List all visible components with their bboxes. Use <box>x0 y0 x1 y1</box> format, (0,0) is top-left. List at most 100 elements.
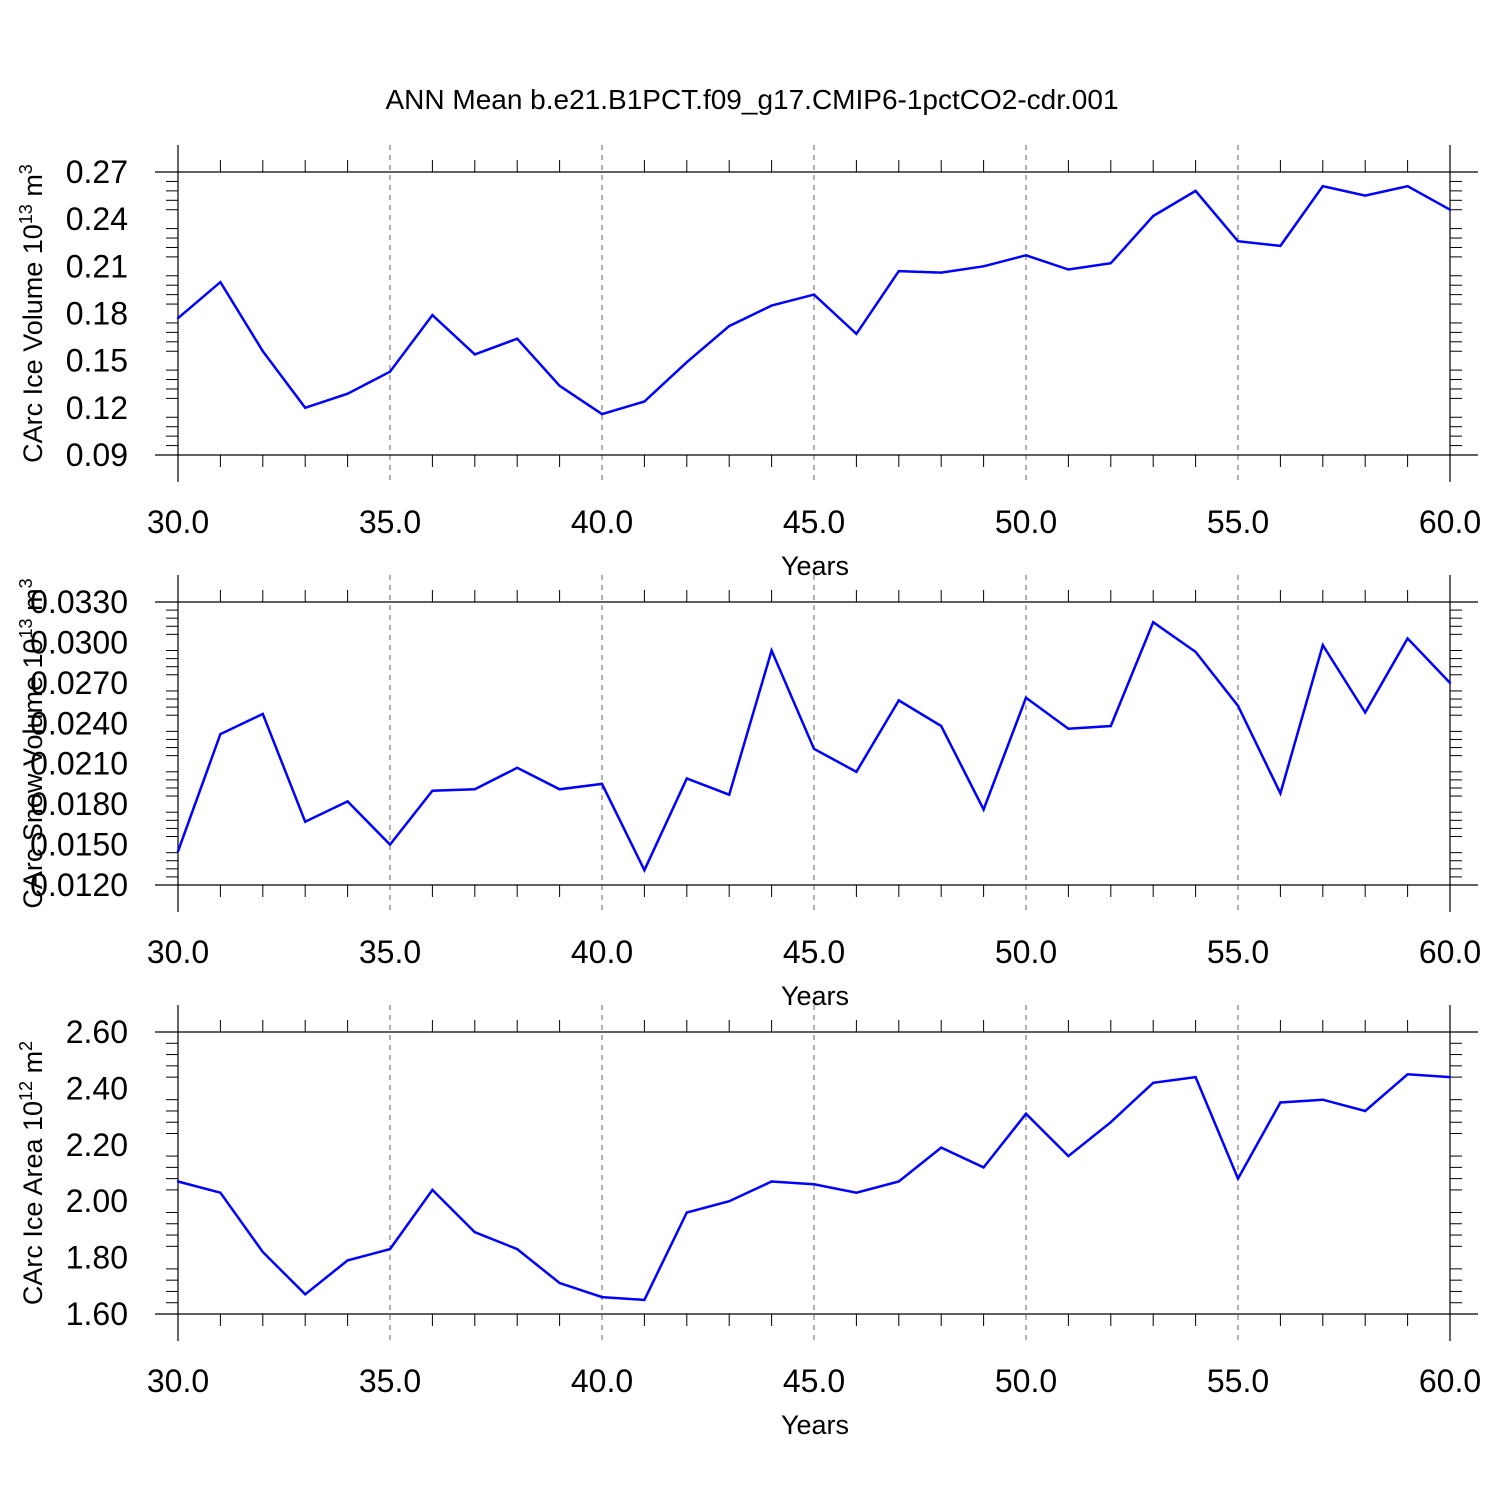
x-axis-title: Years <box>781 981 849 1011</box>
x-tick-label: 45.0 <box>783 934 845 970</box>
data-point <box>261 350 264 353</box>
y-tick-label: 0.15 <box>66 343 128 379</box>
y-tick-label: 2.20 <box>66 1127 128 1163</box>
data-point <box>1448 681 1452 685</box>
x-tick-label: 30.0 <box>147 934 209 970</box>
data-point <box>982 808 985 811</box>
data-point <box>770 304 773 307</box>
data-point <box>516 337 519 340</box>
data-point <box>219 280 222 284</box>
data-point <box>855 770 858 773</box>
x-tick-label: 50.0 <box>995 504 1057 540</box>
data-point <box>1236 704 1240 707</box>
data-point <box>304 406 307 409</box>
y-axis-title: CArc Ice Area 1012 m2 <box>16 1041 48 1305</box>
x-tick-label: 40.0 <box>571 1363 633 1399</box>
data-point <box>431 1188 434 1192</box>
data-point <box>600 782 604 786</box>
data-point <box>473 1231 476 1234</box>
data-point <box>1279 1101 1282 1104</box>
data-point <box>770 649 773 652</box>
y-tick-label: 0.0210 <box>30 746 128 782</box>
data-point <box>1067 1154 1070 1158</box>
data-point <box>1152 1081 1155 1085</box>
y-tick-label: 0.0240 <box>30 705 128 741</box>
y-tick-label: 0.18 <box>66 296 128 332</box>
data-point <box>855 332 858 336</box>
y-tick-label: 0.0300 <box>30 624 128 660</box>
panel-1: 30.0 35.0 40.0 45.0 50.0 55.0 60.0 0.09 0.12 0.15… <box>16 145 1481 581</box>
data-point <box>982 265 985 268</box>
x-tick-label: 40.0 <box>571 504 633 540</box>
y-tick-label: 0.09 <box>66 437 128 473</box>
data-point <box>388 370 392 373</box>
data-point <box>1236 240 1240 243</box>
panels: 30.0 35.0 40.0 45.0 50.0 55.0 60.0 0.09 0.12 0.15… <box>16 145 1481 1440</box>
y-tick-label: 0.0330 <box>30 584 128 620</box>
y-axis-title-text: CArc Ice Volume 10 <box>18 224 48 463</box>
data-point <box>812 747 816 751</box>
data-point <box>643 400 646 403</box>
data-point <box>1152 621 1155 624</box>
x-tick-label: 50.0 <box>995 934 1057 970</box>
data-point <box>1406 185 1409 188</box>
x-tick-label: 45.0 <box>783 504 845 540</box>
data-point <box>1321 643 1325 647</box>
x-tick-label: 35.0 <box>359 504 421 540</box>
y-axis-title-text: m <box>18 588 48 618</box>
y-tick-label: 1.80 <box>66 1240 128 1276</box>
data-point <box>1448 208 1452 211</box>
x-tick-label: 35.0 <box>359 934 421 970</box>
data-point <box>1448 1075 1452 1079</box>
y-tick-label: 2.00 <box>66 1183 128 1219</box>
data-point <box>643 869 646 872</box>
y-axis-title-text: CArc Snow Volume 10 <box>18 638 48 908</box>
data-point <box>1024 696 1028 699</box>
x-axis-title: Years <box>781 551 849 581</box>
data-point <box>1321 1098 1325 1101</box>
data-point <box>558 1281 561 1285</box>
data-point <box>770 1180 773 1183</box>
data-point <box>728 793 731 796</box>
y-axis-title-text: m <box>18 174 48 204</box>
x-tick-label: 45.0 <box>783 1363 845 1399</box>
data-point <box>728 324 731 328</box>
data-point <box>346 1259 349 1262</box>
data-point <box>388 1247 392 1251</box>
data-point <box>1109 1121 1113 1124</box>
y-tick-label: 0.21 <box>66 248 128 284</box>
panel-2: 30.0 35.0 40.0 45.0 50.0 55.0 60.0 0.0120 0.0150… <box>16 575 1481 1011</box>
data-point <box>600 1295 604 1299</box>
data-point <box>812 1183 816 1186</box>
data-point <box>1152 214 1155 218</box>
y-tick-label: 0.12 <box>66 390 128 426</box>
data-point <box>1364 711 1367 714</box>
data-point <box>643 1298 646 1302</box>
y-axis-title-text: m <box>18 1051 48 1081</box>
data-point <box>261 1250 264 1254</box>
data-point <box>897 699 900 702</box>
data-point <box>1364 194 1367 197</box>
x-tick-label: 40.0 <box>571 934 633 970</box>
x-axis-title: Years <box>781 1410 849 1440</box>
data-point <box>219 1191 222 1194</box>
y-axis-title-superscript: 2 <box>16 1041 36 1051</box>
data-point <box>1194 189 1197 193</box>
data-point <box>897 1180 900 1183</box>
data-point <box>558 384 561 387</box>
x-tick-label: 35.0 <box>359 1363 421 1399</box>
data-point <box>516 1247 519 1251</box>
data-point <box>1024 1112 1028 1116</box>
y-axis-title-superscript: 3 <box>16 164 36 174</box>
x-tick-label: 55.0 <box>1207 1363 1269 1399</box>
x-tick-label: 55.0 <box>1207 504 1269 540</box>
y-tick-label: 1.60 <box>66 1296 128 1332</box>
data-point <box>685 361 688 364</box>
data-point <box>473 353 476 356</box>
data-point <box>304 1293 307 1296</box>
y-tick-label: 0.24 <box>66 201 128 237</box>
data-point <box>558 788 561 791</box>
data-point <box>1236 1177 1240 1180</box>
y-axis-title-text: CArc Ice Area 10 <box>18 1101 48 1305</box>
data-point <box>1109 724 1113 728</box>
